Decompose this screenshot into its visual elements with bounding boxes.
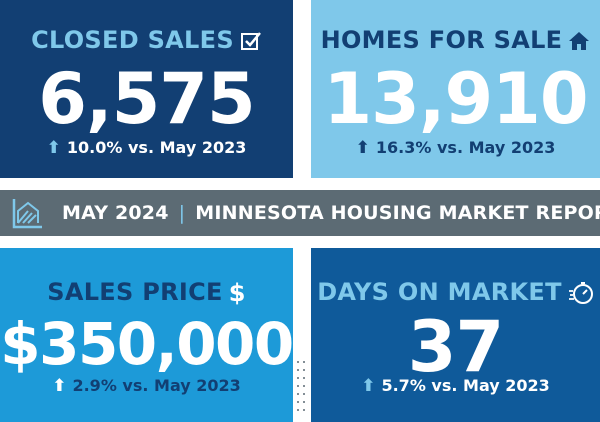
- logo-icon: [12, 199, 42, 229]
- closed-sales-tile: CLOSED SALES 6,575 ⬆ 10.0% vs. May 2023: [0, 0, 293, 178]
- sales-price-label: SALES PRICE $: [47, 278, 246, 307]
- banner-date: MAY 2024: [62, 202, 169, 224]
- days-on-market-tile: DAYS ON MARKET 37 ⬆ 5.7% vs. May 2023: [311, 248, 600, 422]
- closed-sales-value: 6,575: [38, 58, 255, 140]
- report-banner: MAY 2024 | MINNESOTA HOUSING MARKET REPORT: [0, 190, 600, 236]
- dollar-icon: $: [228, 279, 246, 307]
- checkbox-icon: [240, 32, 261, 50]
- banner-title: MAY 2024 | MINNESOTA HOUSING MARKET REPORT: [62, 202, 600, 224]
- decorative-dots: [297, 361, 305, 411]
- days-on-market-value: 37: [407, 306, 504, 388]
- banner-divider: |: [178, 202, 186, 224]
- arrow-up-icon: ⬆: [52, 376, 67, 396]
- closed-sales-change: ⬆ 10.0% vs. May 2023: [46, 138, 247, 158]
- arrow-up-icon: ⬆: [46, 138, 61, 158]
- sales-price-change: ⬆ 2.9% vs. May 2023: [52, 376, 241, 396]
- sales-price-tile: SALES PRICE $ $350,000 ⬆ 2.9% vs. May 2023: [0, 248, 294, 422]
- banner-report-title: MINNESOTA HOUSING MARKET REPORT: [195, 202, 600, 224]
- sales-price-value: $350,000: [0, 310, 294, 378]
- homes-for-sale-label: HOMES FOR SALE: [311, 26, 600, 54]
- homes-for-sale-tile: HOMES FOR SALE 13,910 ⬆ 16.3% vs. May 202…: [311, 0, 600, 178]
- stopwatch-icon: [568, 282, 593, 304]
- arrow-up-icon: ⬆: [355, 138, 370, 158]
- arrow-up-icon: ⬆: [361, 376, 376, 396]
- closed-sales-label: CLOSED SALES: [0, 26, 293, 54]
- homes-for-sale-value: 13,910: [323, 58, 588, 140]
- days-on-market-change: ⬆ 5.7% vs. May 2023: [361, 376, 550, 396]
- homes-for-sale-change: ⬆ 16.3% vs. May 2023: [355, 138, 556, 158]
- days-on-market-label: DAYS ON MARKET: [311, 278, 600, 306]
- house-icon: [569, 32, 590, 50]
